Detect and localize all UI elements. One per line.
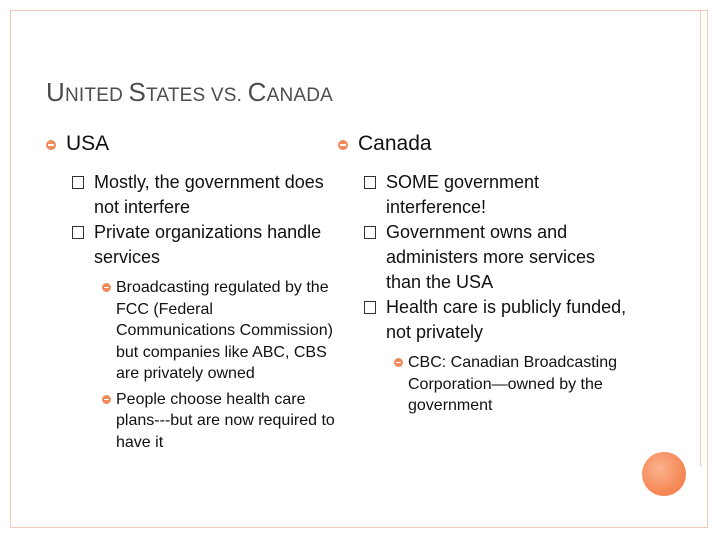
usa-subpoint-text: People choose health care plans---but ar… xyxy=(116,390,335,451)
usa-column: USA Mostly, the government does not inte… xyxy=(46,132,336,453)
title-part: ANADA xyxy=(266,85,334,106)
canada-subpoint-text: CBC: Canadian Broadcasting Corporation—o… xyxy=(408,354,618,414)
checkbox-bullet-icon xyxy=(364,301,376,314)
usa-heading: USA xyxy=(66,132,110,155)
canada-point-text: Government owns and administers more ser… xyxy=(386,222,596,292)
bullet-icon xyxy=(102,283,111,292)
slide-title: UNITED STATES VS. CANADA xyxy=(46,72,333,109)
usa-subpoint-text: Broadcasting regulated by the FCC (Feder… xyxy=(116,279,333,382)
canada-point: Health care is publicly funded, not priv… xyxy=(338,295,628,345)
canada-heading: Canada xyxy=(358,132,432,155)
bullet-icon xyxy=(338,140,348,150)
canada-point: SOME government interference! xyxy=(338,170,628,220)
bullet-icon xyxy=(102,394,111,404)
title-part: NITED xyxy=(64,85,129,106)
title-part: U xyxy=(46,77,65,107)
canada-point: Government owns and administers more ser… xyxy=(338,220,628,295)
checkbox-bullet-icon xyxy=(72,176,84,189)
checkbox-bullet-icon xyxy=(72,226,84,239)
usa-subpoint: Broadcasting regulated by the FCC (Feder… xyxy=(46,277,336,385)
slide-frame xyxy=(10,10,708,528)
usa-point: Mostly, the government does not interfer… xyxy=(46,170,336,220)
usa-subpoint: People choose health care plans---but ar… xyxy=(46,389,336,454)
title-part: S xyxy=(128,77,147,107)
canada-column: Canada SOME government interference! Gov… xyxy=(338,132,628,417)
usa-point: Private organizations handle services xyxy=(46,220,336,270)
title-part: TATES VS. xyxy=(146,85,248,106)
canada-point-text: Health care is publicly funded, not priv… xyxy=(386,297,627,342)
usa-point-text: Mostly, the government does not interfer… xyxy=(94,172,324,217)
usa-heading-item: USA xyxy=(46,132,336,156)
checkbox-bullet-icon xyxy=(364,176,376,189)
usa-point-text: Private organizations handle services xyxy=(94,222,322,267)
decorative-orange-circle xyxy=(642,452,686,496)
title-part: C xyxy=(247,77,267,107)
canada-heading-item: Canada xyxy=(338,132,628,156)
canada-subpoint: CBC: Canadian Broadcasting Corporation—o… xyxy=(338,352,628,417)
checkbox-bullet-icon xyxy=(364,226,376,239)
bullet-icon xyxy=(46,140,56,150)
bullet-icon xyxy=(394,358,403,367)
frame-accent-line xyxy=(700,11,701,466)
canada-point-text: SOME government interference! xyxy=(386,172,540,217)
